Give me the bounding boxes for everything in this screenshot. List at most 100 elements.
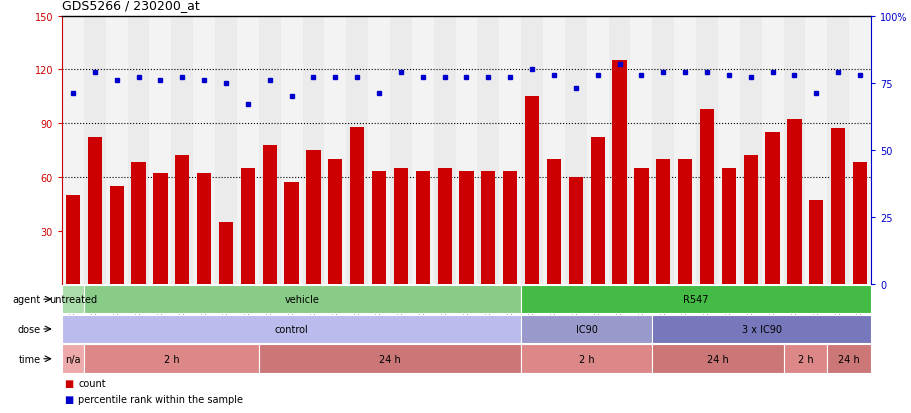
Bar xyxy=(568,177,582,285)
Bar xyxy=(346,17,368,285)
Bar xyxy=(520,17,542,285)
Bar xyxy=(783,17,804,285)
Bar xyxy=(153,174,168,285)
Bar xyxy=(651,17,673,285)
Bar xyxy=(739,17,761,285)
Bar xyxy=(350,127,363,285)
Bar xyxy=(804,17,826,285)
Bar xyxy=(826,344,870,373)
Text: 2 h: 2 h xyxy=(578,354,594,364)
Text: untreated: untreated xyxy=(49,294,97,304)
Bar xyxy=(761,17,783,285)
Bar xyxy=(608,17,630,285)
Text: control: control xyxy=(274,324,308,334)
Bar xyxy=(281,17,302,285)
Bar xyxy=(830,129,844,285)
Bar xyxy=(84,285,520,314)
Bar xyxy=(651,315,870,344)
Bar xyxy=(630,17,651,285)
Bar xyxy=(131,163,146,285)
Bar xyxy=(87,138,102,285)
Text: R547: R547 xyxy=(682,294,708,304)
Bar xyxy=(259,17,281,285)
Text: n/a: n/a xyxy=(65,354,80,364)
Text: time: time xyxy=(19,354,41,364)
Bar xyxy=(520,315,651,344)
Bar xyxy=(62,344,84,373)
Bar xyxy=(84,344,259,373)
Bar xyxy=(324,17,346,285)
Bar xyxy=(852,163,866,285)
Bar xyxy=(128,17,149,285)
Text: 24 h: 24 h xyxy=(379,354,401,364)
Bar xyxy=(476,17,498,285)
Bar xyxy=(171,17,193,285)
Bar xyxy=(437,169,451,285)
Bar xyxy=(547,159,560,285)
Bar xyxy=(612,61,626,285)
Bar xyxy=(394,169,407,285)
Bar xyxy=(783,344,826,373)
Bar xyxy=(368,17,390,285)
Bar xyxy=(284,183,299,285)
Bar xyxy=(241,169,255,285)
Bar xyxy=(106,17,128,285)
Bar xyxy=(62,315,520,344)
Bar xyxy=(262,145,277,285)
Text: ■: ■ xyxy=(64,378,73,388)
Bar xyxy=(826,17,848,285)
Bar xyxy=(699,109,713,285)
Bar xyxy=(633,169,648,285)
Bar xyxy=(721,169,735,285)
Bar xyxy=(459,172,473,285)
Bar xyxy=(302,17,324,285)
Bar xyxy=(481,172,495,285)
Bar xyxy=(259,344,520,373)
Bar xyxy=(717,17,739,285)
Bar xyxy=(503,172,517,285)
Bar xyxy=(412,17,434,285)
Bar xyxy=(415,172,429,285)
Bar xyxy=(651,344,783,373)
Bar xyxy=(655,159,670,285)
Text: 2 h: 2 h xyxy=(163,354,179,364)
Text: IC90: IC90 xyxy=(575,324,597,334)
Bar xyxy=(193,17,215,285)
Bar xyxy=(456,17,476,285)
Bar xyxy=(149,17,171,285)
Bar xyxy=(808,201,823,285)
Bar xyxy=(520,285,870,314)
Bar xyxy=(109,186,124,285)
Text: agent: agent xyxy=(13,294,41,304)
Text: 24 h: 24 h xyxy=(706,354,728,364)
Bar xyxy=(677,159,691,285)
Bar xyxy=(62,17,84,285)
Bar xyxy=(215,17,237,285)
Bar xyxy=(590,138,604,285)
Bar xyxy=(197,174,211,285)
Bar xyxy=(564,17,586,285)
Bar xyxy=(742,156,757,285)
Bar xyxy=(498,17,520,285)
Bar xyxy=(328,159,342,285)
Bar xyxy=(66,195,80,285)
Bar xyxy=(525,97,538,285)
Bar xyxy=(372,172,385,285)
Bar xyxy=(695,17,717,285)
Bar xyxy=(62,285,84,314)
Bar xyxy=(219,222,233,285)
Bar xyxy=(786,120,801,285)
Bar xyxy=(764,133,779,285)
Bar xyxy=(84,17,106,285)
Text: GDS5266 / 230200_at: GDS5266 / 230200_at xyxy=(62,0,200,12)
Text: vehicle: vehicle xyxy=(285,294,320,304)
Bar xyxy=(848,17,870,285)
Bar xyxy=(434,17,456,285)
Text: ■: ■ xyxy=(64,394,73,404)
Bar xyxy=(390,17,412,285)
Bar xyxy=(673,17,695,285)
Text: percentile rank within the sample: percentile rank within the sample xyxy=(78,394,243,404)
Text: dose: dose xyxy=(18,324,41,334)
Bar xyxy=(237,17,259,285)
Bar xyxy=(306,150,320,285)
